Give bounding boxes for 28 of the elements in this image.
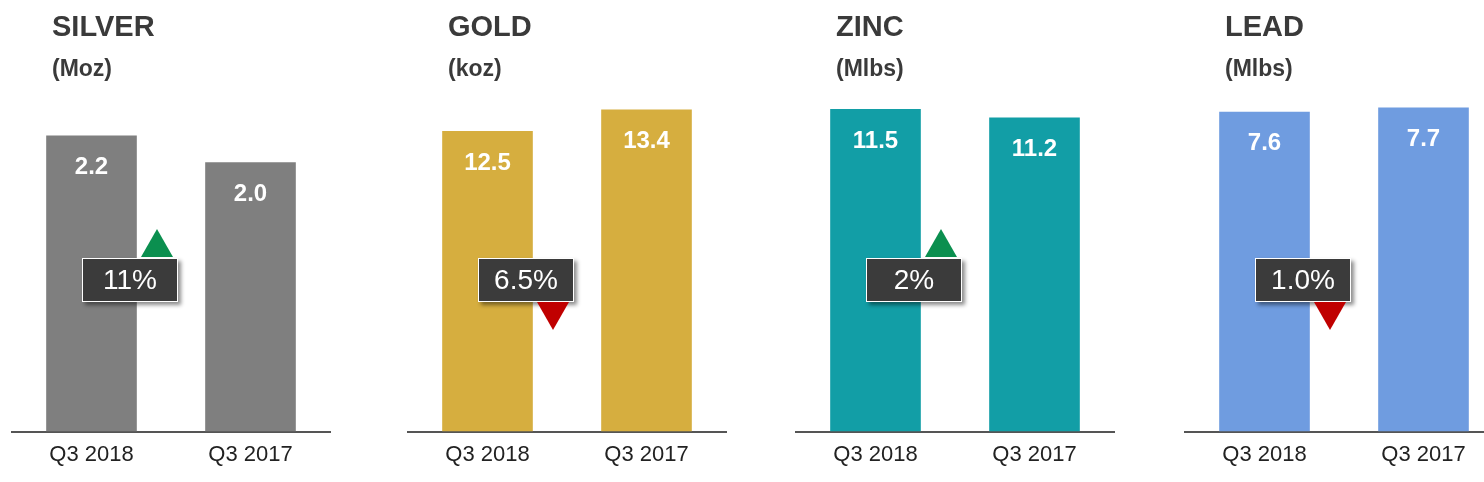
x-tick-label: Q3 2018	[1222, 440, 1307, 466]
data-label: 7.6	[1247, 128, 1282, 156]
chart-subtitle: (Mlbs)	[1225, 55, 1293, 82]
chart-title: ZINC	[836, 10, 904, 43]
data-label: 2.2	[74, 152, 109, 180]
data-label: 11.2	[1011, 134, 1058, 162]
data-label: 12.5	[464, 147, 511, 175]
x-tick-label: Q3 2018	[49, 440, 134, 466]
x-tick-label: Q3 2017	[992, 440, 1077, 466]
x-tick-label: Q3 2017	[208, 440, 293, 466]
annotation: 1.0%	[1255, 258, 1351, 302]
x-tick-label: Q3 2017	[604, 440, 689, 466]
annotation: 6.5%	[478, 258, 574, 302]
data-label: 13.4	[623, 126, 671, 154]
data-label: 2.0	[233, 178, 268, 206]
chart-title: GOLD	[448, 10, 532, 43]
data-label: 7.7	[1406, 124, 1441, 152]
x-tick-label: Q3 2018	[833, 440, 918, 466]
chart-title: LEAD	[1225, 10, 1304, 43]
x-tick-label: Q3 2018	[445, 440, 530, 466]
chart-subtitle: (Moz)	[52, 55, 113, 82]
x-tick-label: Q3 2017	[1381, 440, 1466, 466]
annotation: 11%	[82, 258, 178, 302]
annotation: 2%	[866, 258, 962, 302]
chart-subtitle: (Mlbs)	[836, 55, 904, 82]
data-label: 11.5	[852, 125, 899, 153]
chart-title: SILVER	[52, 10, 155, 43]
chart-subtitle: (koz)	[448, 55, 502, 82]
